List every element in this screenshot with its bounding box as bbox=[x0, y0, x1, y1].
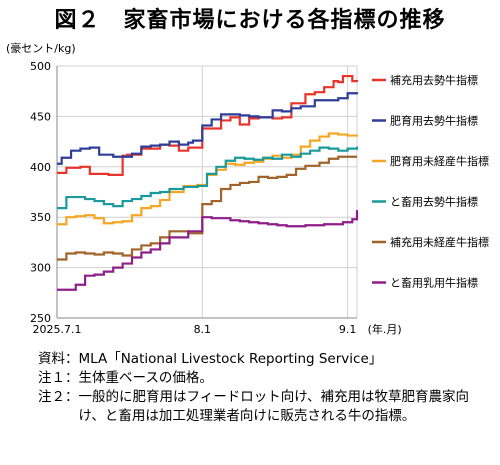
note-2-body: 一般的に肥育用はフィードロット向け、補充用は牧草肥育農家向け、と畜用は加工処理業… bbox=[78, 389, 470, 424]
series-line-1 bbox=[57, 74, 359, 176]
x-axis-unit-label: (年.月) bbox=[368, 322, 402, 336]
series-line-4 bbox=[57, 146, 359, 210]
note-2: 注２： 一般的に肥育用はフィードロット向け、補充用は牧草肥育農家向け、と畜用は加… bbox=[38, 388, 493, 426]
note-2-head: 注２： bbox=[38, 389, 79, 405]
x-tick-label: 2025.7.1 bbox=[33, 323, 82, 336]
note-source: 資料： MLA「National Livestock Reporting Ser… bbox=[38, 350, 493, 369]
note-source-body: MLA「National Livestock Reporting Service… bbox=[78, 351, 383, 367]
series-line-2 bbox=[57, 92, 359, 165]
y-tick-label: 350 bbox=[30, 211, 51, 224]
line-chart: 250 300 350 400 450 500 2025.7.1 8.1 9.1 (年.月) 補充… bbox=[30, 60, 489, 336]
y-tick-label: 500 bbox=[30, 60, 51, 73]
series-lines bbox=[57, 74, 359, 291]
note-1-head: 注１： bbox=[38, 370, 79, 386]
axes: 250 300 350 400 450 500 2025.7.1 8.1 9.1 (年.月) bbox=[30, 60, 402, 336]
note-1: 注１： 生体重ベースの価格。 bbox=[38, 369, 493, 388]
legend-label-5: 補充用未経産牛指標 bbox=[390, 235, 489, 249]
legend-label-3: 肥育用未経産牛指標 bbox=[390, 154, 489, 168]
y-tick-label: 400 bbox=[30, 161, 51, 174]
legend-label-2: 肥育用去勢牛指標 bbox=[390, 114, 478, 128]
series-line-6 bbox=[57, 210, 359, 291]
legend: 補充用去勢牛指標肥育用去勢牛指標肥育用未経産牛指標と畜用去勢牛指標補充用未経産牛… bbox=[372, 73, 489, 290]
note-source-head: 資料： bbox=[38, 351, 79, 367]
y-tick-label: 250 bbox=[30, 312, 51, 325]
x-tick-label: 9.1 bbox=[339, 323, 357, 336]
y-tick-label: 300 bbox=[30, 262, 51, 275]
y-axis-unit-label: (豪セント/kg) bbox=[6, 42, 76, 55]
chart-title: 図２ 家畜市場における各指標の推移 bbox=[54, 8, 446, 33]
source-notes: 資料： MLA「National Livestock Reporting Ser… bbox=[38, 350, 493, 426]
series-line-5 bbox=[57, 155, 357, 261]
legend-label-1: 補充用去勢牛指標 bbox=[390, 73, 478, 87]
x-tick-label: 8.1 bbox=[194, 323, 212, 336]
legend-label-6: と畜用乳用牛指標 bbox=[390, 276, 478, 290]
gridlines bbox=[56, 65, 358, 319]
y-tick-label: 450 bbox=[30, 110, 51, 123]
legend-label-4: と畜用去勢牛指標 bbox=[390, 195, 478, 209]
note-1-body: 生体重ベースの価格。 bbox=[78, 370, 213, 386]
